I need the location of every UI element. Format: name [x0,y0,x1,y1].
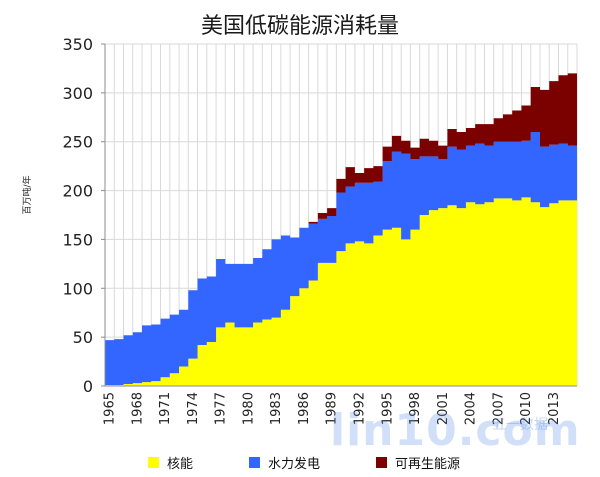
x-tick-label: 1965 [103,392,118,425]
x-tick-label: 1986 [297,392,312,425]
x-tick-label: 1983 [269,392,284,425]
legend-label-nuclear: 核能 [167,457,194,472]
x-tick-label: 1968 [130,392,145,425]
x-tick-label: 1989 [325,392,340,425]
x-tick-label: 1995 [380,392,395,425]
y-tick-label: 250 [62,133,93,152]
legend-item-renewable: 可再生能源 [376,453,460,472]
y-tick-label: 50 [73,328,93,347]
x-tick-label: 2007 [491,392,506,425]
x-tick-label: 1998 [408,392,423,425]
legend-swatch-nuclear [148,457,159,468]
legend-item-nuclear: 核能 [148,453,193,472]
x-tick-label: 2013 [547,392,562,425]
x-tick-label: 1980 [241,392,256,425]
x-tick-label: 2004 [464,392,479,425]
x-tick-label: 2001 [436,392,451,425]
x-tick-label: 1971 [158,392,173,425]
x-tick-label: 2010 [519,392,534,425]
x-tick-label: 1977 [214,392,229,425]
series-area-核能 [105,197,577,386]
x-tick-label: 1992 [353,392,368,425]
y-tick-label: 0 [83,377,93,396]
legend-label-hydro: 水力发电 [268,457,321,472]
series-layer [105,73,577,386]
x-tick-label: 1974 [186,392,201,425]
y-tick-label: 200 [62,182,93,201]
axes: 0 50 100 150 200 250 300 350 1965 1968 1971 1974 197… [62,35,577,425]
legend-label-renewable: 可再生能源 [395,457,461,472]
y-tick-label: 350 [62,35,93,54]
watermark: lin10.com [330,405,581,456]
y-tick-label: 150 [62,230,93,249]
legend-item-hydro: 水力发电 [249,453,320,472]
legend-swatch-renewable [376,457,388,468]
legend-swatch-hydro [249,457,261,468]
y-tick-label: 300 [62,84,93,103]
watermark-subtext: 五一数据 [492,417,548,433]
y-tick-label: 100 [62,279,93,298]
legend: 核能 水力发电 可再生能源 [148,453,460,472]
chart-title: 美国低碳能源消耗量 [200,14,399,39]
series-area-可再生能源 [105,73,577,341]
series-area-水力发电 [105,131,577,386]
